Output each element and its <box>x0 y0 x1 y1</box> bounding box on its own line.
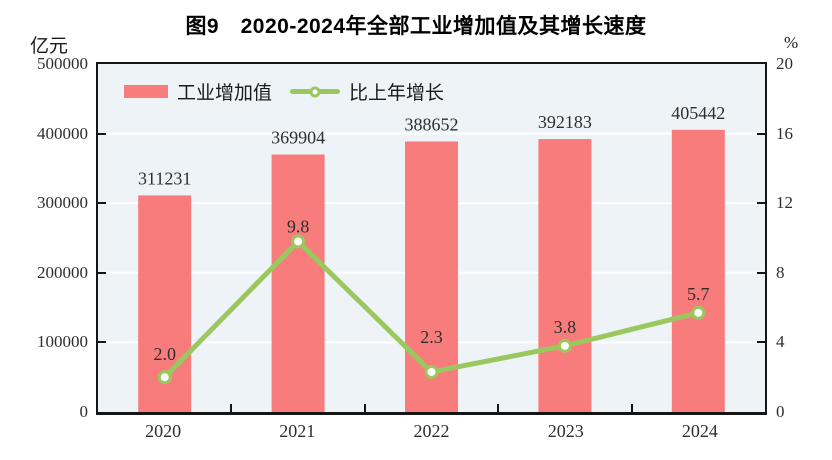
right-axis-unit: % <box>784 33 799 52</box>
bar-value-label: 405442 <box>671 103 725 123</box>
line-value-label: 2.3 <box>420 327 443 347</box>
plot-svg: 311231 369904 388652 392183 405442 2.0 9.8 2.3 3… <box>98 103 765 412</box>
x-axis-boundary-tick <box>230 404 233 412</box>
right-axis-tick <box>757 271 765 274</box>
line-marker-2023 <box>557 338 572 353</box>
x-axis-label-2021: 2021 <box>279 421 316 441</box>
legend-bar-swatch <box>124 85 168 98</box>
y-axis-left-tick-label: 100000 <box>37 332 88 352</box>
y-axis-left-tick-label: 400000 <box>37 123 88 143</box>
left-axis-tick <box>98 341 106 344</box>
right-axis-tick <box>757 341 765 344</box>
left-axis-tick <box>98 202 106 205</box>
x-axis-labels: 2020 2021 2022 2023 2024 <box>96 421 767 442</box>
y-axis-right-tick-label: 12 <box>776 193 793 213</box>
right-axis-tick <box>757 132 765 135</box>
x-axis-label-2022: 2022 <box>413 421 450 441</box>
bar-value-label: 311231 <box>138 168 191 188</box>
bar-2024 <box>671 129 725 412</box>
y-axis-left-tick-label: 300000 <box>37 193 88 213</box>
line-marker-2020 <box>157 370 172 385</box>
x-axis-label-2023: 2023 <box>547 421 584 441</box>
y-axis-right-tick-label: 16 <box>776 123 793 143</box>
y-axis-right-tick-label: 20 <box>776 54 793 73</box>
line-marker-2021 <box>291 234 306 249</box>
bar-2021 <box>271 154 325 412</box>
x-axis-label-2020: 2020 <box>145 421 182 441</box>
legend-line-label: 比上年增长 <box>349 83 445 104</box>
left-axis-tick <box>98 271 106 274</box>
bar-2023 <box>538 139 592 412</box>
y-axis-left: 0 100000 200000 300000 400000 500000 <box>0 54 88 421</box>
line-value-label: 9.8 <box>287 216 310 236</box>
left-axis-tick <box>98 132 106 135</box>
line-value-label: 5.7 <box>687 284 710 304</box>
x-axis-boundary-tick <box>630 404 633 412</box>
x-axis-boundary-tick <box>497 404 500 412</box>
y-axis-right: 0 4 8 12 16 20 <box>776 54 826 421</box>
y-axis-left-tick-label: 0 <box>79 402 89 421</box>
y-axis-left-tick-label: 500000 <box>37 54 88 73</box>
chart-title: 图9 2020-2024年全部工业增加值及其增长速度 <box>185 15 647 38</box>
line-value-label: 3.8 <box>554 317 577 337</box>
x-axis-label-2024: 2024 <box>681 421 718 441</box>
bar-value-label: 369904 <box>271 128 325 148</box>
x-axis-boundary-tick <box>363 404 366 412</box>
left-axis-unit: 亿元 <box>30 36 69 57</box>
y-axis-left-tick-label: 200000 <box>37 262 88 282</box>
legend-bar-label: 工业增加值 <box>177 83 273 104</box>
right-axis-tick <box>757 202 765 205</box>
line-marker-2022 <box>424 364 439 379</box>
bar-value-label: 388652 <box>405 114 459 134</box>
legend-line-sample <box>290 86 341 97</box>
legend: 工业增加值 比上年增长 <box>124 78 444 105</box>
y-axis-right-tick-label: 8 <box>776 262 785 282</box>
y-axis-right-tick-label: 0 <box>776 402 785 421</box>
bar-value-label: 392183 <box>538 112 592 132</box>
y-axis-right-tick-label: 4 <box>776 332 785 352</box>
line-marker-2024 <box>691 305 706 320</box>
plot-area: 311231 369904 388652 392183 405442 2.0 9.8 2.3 3… <box>96 62 767 415</box>
line-value-label: 2.0 <box>153 344 176 364</box>
legend-line-marker-icon <box>309 86 321 97</box>
